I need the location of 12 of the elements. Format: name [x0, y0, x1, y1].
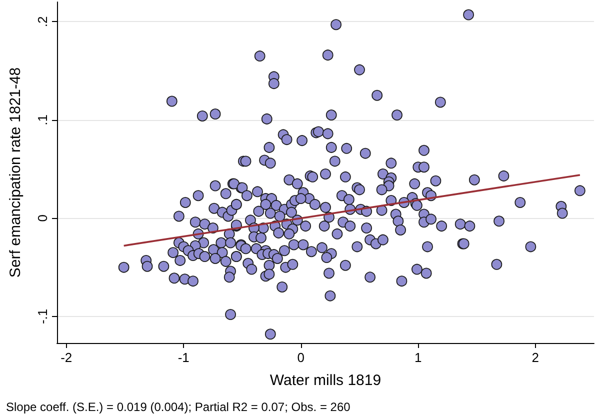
y-axis-title: Serf emancipation rate 1821-48 [7, 67, 24, 278]
y-tick-label: 0 [35, 214, 50, 222]
y-tick-label: -.1 [35, 308, 50, 324]
y-tick-label: .2 [35, 16, 50, 28]
x-tick-label: 2 [532, 350, 539, 365]
x-tick-label: 0 [297, 350, 304, 365]
y-tick-label: .1 [35, 114, 50, 126]
x-tick-label: -2 [60, 350, 72, 365]
x-tick-label: -1 [178, 350, 190, 365]
x-tick-label: 1 [414, 350, 422, 365]
x-axis-title: Water mills 1819 [270, 372, 382, 389]
text: Slope coeff. (S.E.) = 0.019 (0.004); Partial R2 = 0.07; Obs. = 260 [6, 400, 351, 414]
